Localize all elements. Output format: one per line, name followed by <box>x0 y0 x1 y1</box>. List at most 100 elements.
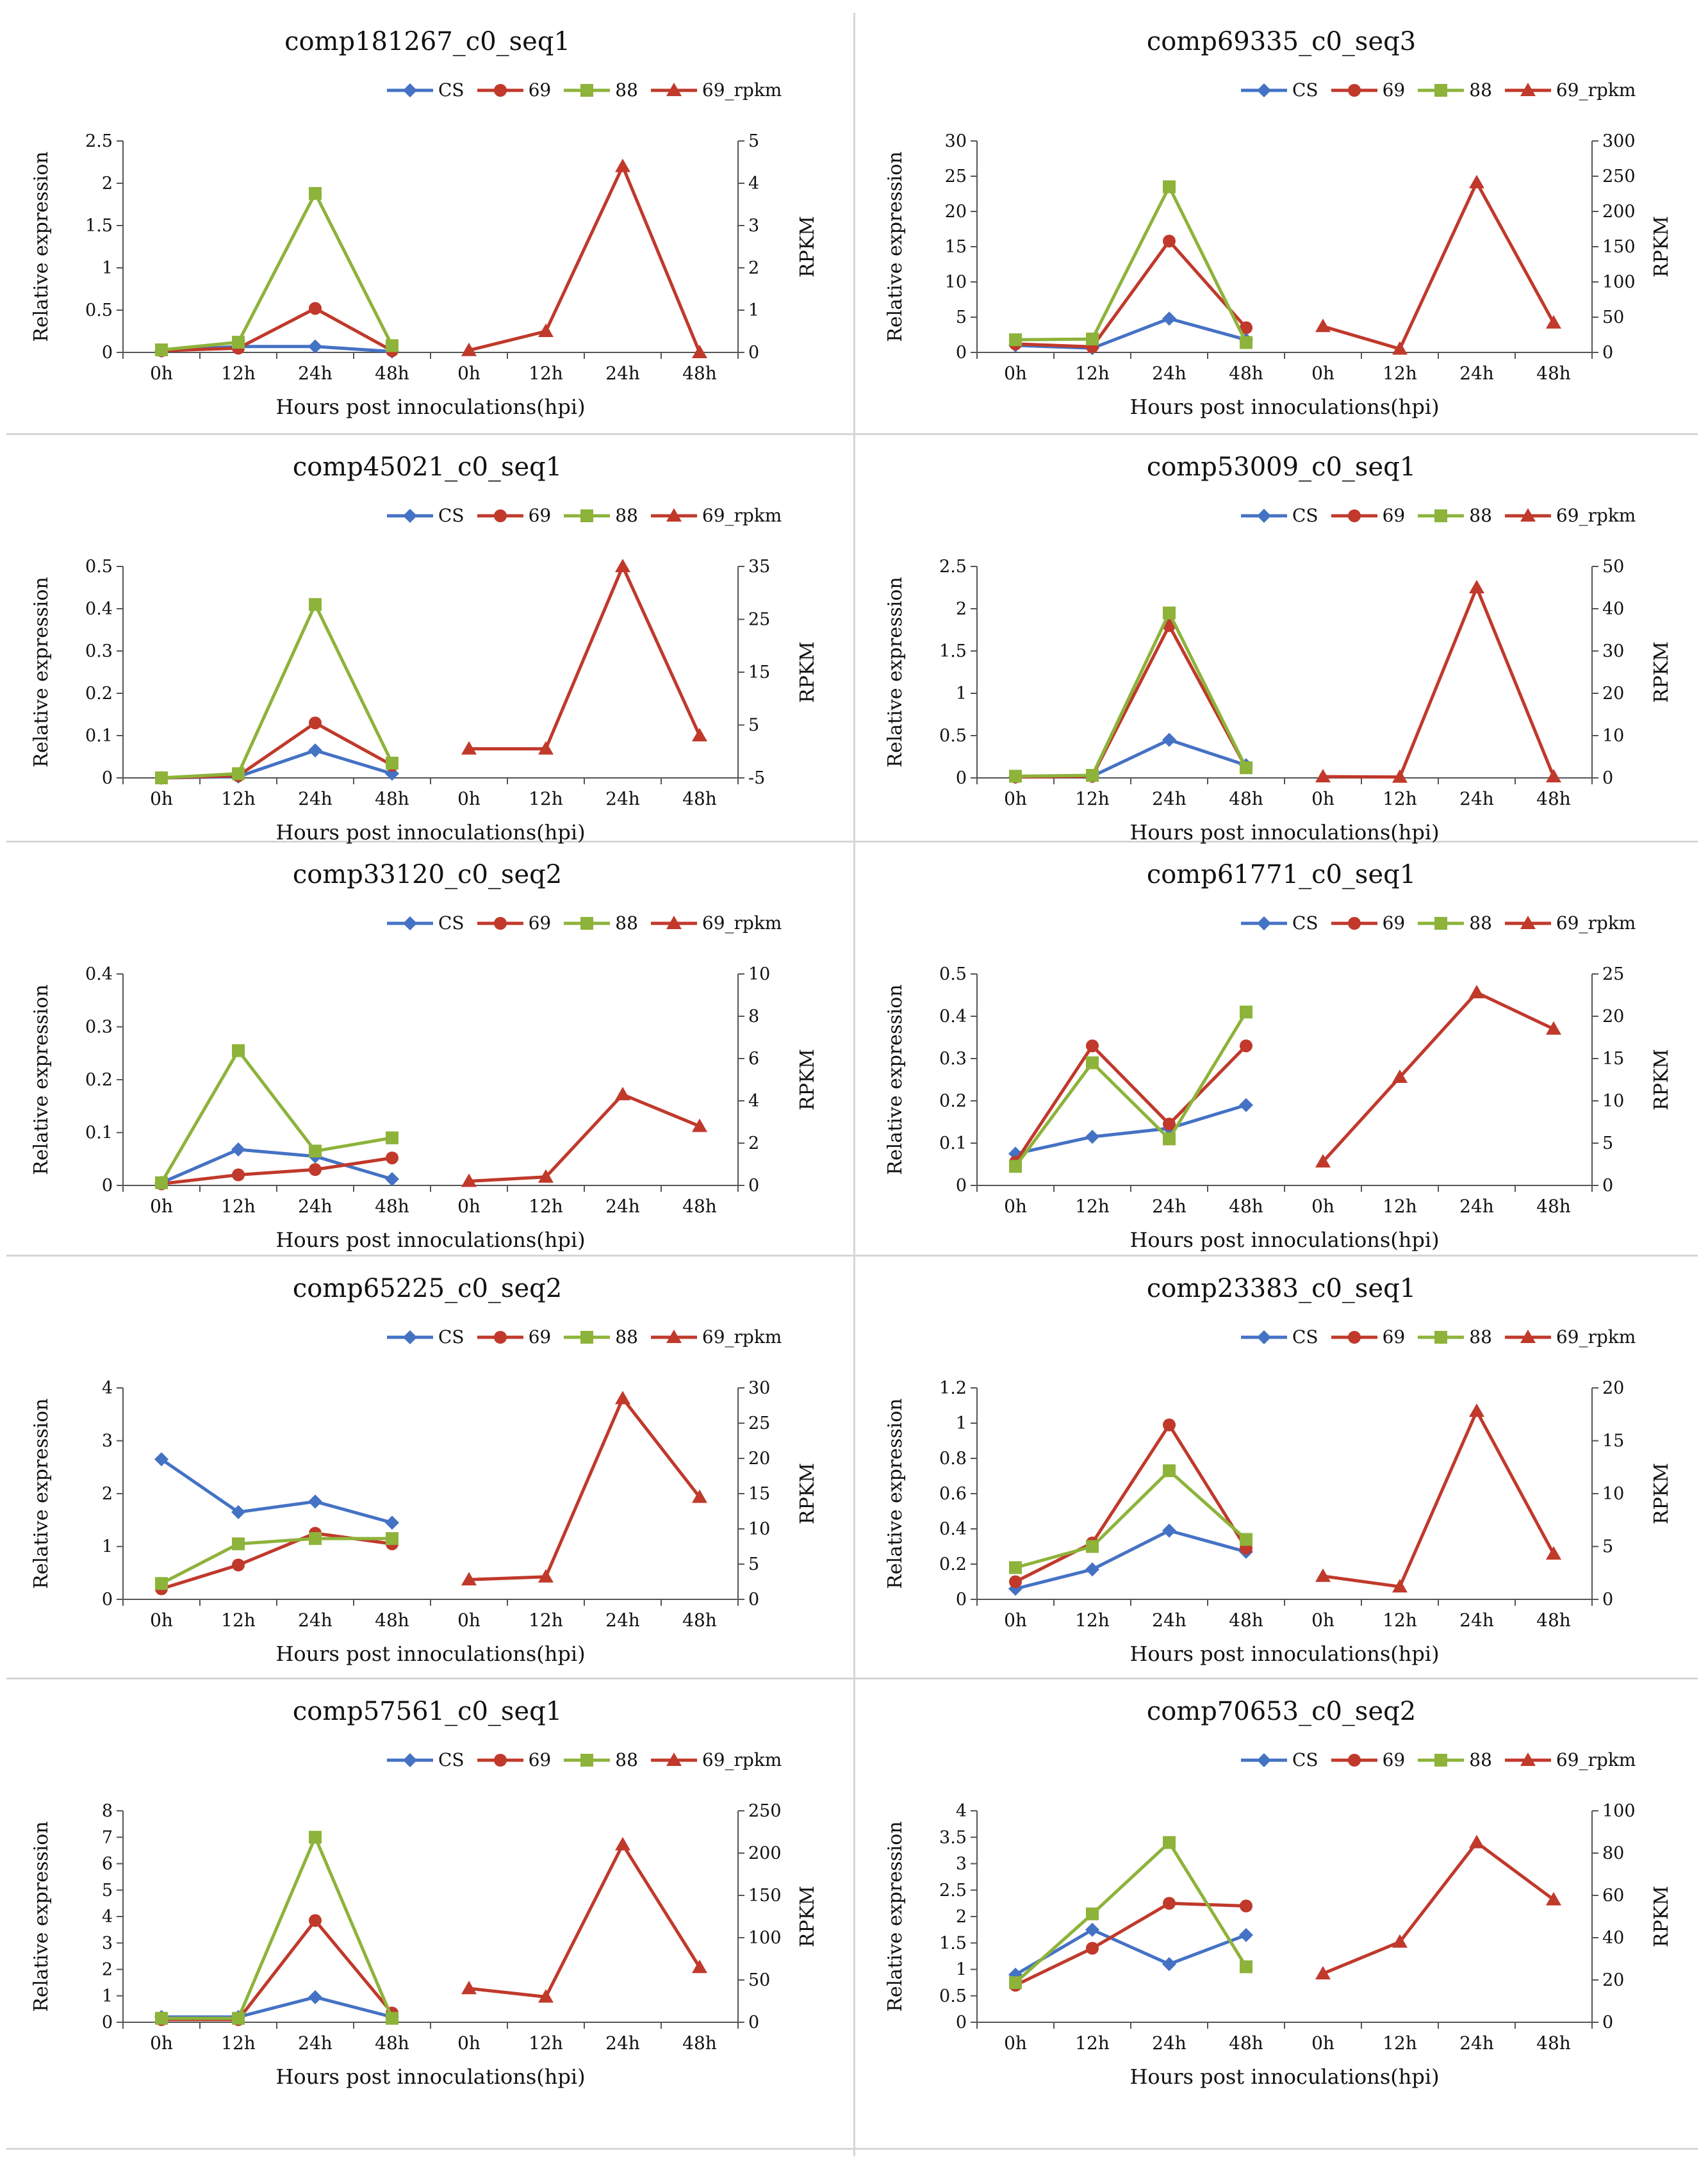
legend-marker <box>1434 509 1448 522</box>
legend-label: 69_rpkm <box>1556 1326 1636 1348</box>
left-tick-label: 0.4 <box>939 1007 967 1027</box>
legend-marker <box>1434 916 1448 930</box>
left-tick-label: 0.2 <box>85 684 113 704</box>
chart-panel: comp33120_c0_seq2 CS 69 88 69_rpkm 0 0.1 0.2 0.3… <box>8 846 847 1256</box>
data-point-rpkm <box>461 1572 477 1586</box>
legend-item: 69_rpkm <box>650 1749 782 1770</box>
data-point-88 <box>386 1131 398 1144</box>
data-point-88 <box>232 1537 245 1551</box>
x-tick-label: 0h <box>457 1196 480 1217</box>
legend-swatch <box>477 1330 523 1344</box>
y-axis-title-left: Relative expression <box>884 151 907 342</box>
right-tick-label: 10 <box>1602 1091 1624 1111</box>
x-tick-label: 48h <box>682 2033 717 2054</box>
x-tick-label: 24h <box>298 788 333 809</box>
x-axis-title: Hours post innoculations(hpi) <box>1129 1642 1439 1666</box>
data-point-88 <box>1009 1160 1022 1173</box>
y-axis-title-left: Relative expression <box>884 984 907 1175</box>
chart-plot: 0 0.1 0.2 0.3 0.4 0 2 4 6 8 10 0h 12h 24h 48h 0h 12h 24h 4… <box>30 964 819 1252</box>
data-point-CS <box>1239 1098 1253 1112</box>
legend-item: CS <box>1240 1749 1318 1770</box>
legend-item: 69_rpkm <box>1504 79 1636 101</box>
data-point-CS <box>308 1990 322 2004</box>
legend-marker <box>1257 83 1271 97</box>
legend-swatch <box>1504 507 1551 522</box>
right-tick-label: 20 <box>1602 1007 1624 1027</box>
legend-swatch <box>387 83 433 97</box>
x-tick-label: 24h <box>298 1196 333 1217</box>
data-point-69 <box>1163 235 1176 248</box>
data-point-rpkm <box>1315 1568 1331 1582</box>
legend-item: 69_rpkm <box>650 1326 782 1348</box>
chart-plot: 0 0.5 1 1.5 2 2.5 0 10 20 30 40 50 0h 12h 24h 48h 0h 12h 2… <box>884 557 1673 845</box>
left-tick-label: 1 <box>102 1986 113 2006</box>
y-axis-title-left: Relative expression <box>884 577 907 767</box>
left-tick-label: 0 <box>956 768 967 788</box>
data-point-rpkm <box>1469 1835 1484 1849</box>
data-point-88 <box>155 1577 168 1590</box>
x-tick-label: 24h <box>1459 2033 1494 2054</box>
left-tick-label: 0.5 <box>939 1986 967 2006</box>
data-point-CS <box>231 1142 245 1157</box>
x-tick-label: 48h <box>1229 2033 1263 2054</box>
data-point-69 <box>1240 1899 1252 1913</box>
left-tick-label: 2.5 <box>939 1881 967 1901</box>
x-tick-label: 24h <box>605 1610 640 1631</box>
right-tick-label: 250 <box>748 1801 782 1821</box>
right-tick-label: 5 <box>748 716 759 736</box>
series-line-CS <box>161 1148 393 1185</box>
legend-swatch <box>1504 1329 1551 1343</box>
data-point-CS <box>1162 311 1176 326</box>
left-tick-label: 5 <box>102 1881 113 1901</box>
grid-divider-bottom <box>6 2148 1698 2150</box>
legend-swatch <box>1331 1753 1377 1767</box>
y-axis-title-right: RPKM <box>796 641 819 703</box>
legend-item: 88 <box>1416 79 1492 101</box>
series-line-rpkm <box>468 1841 702 1999</box>
series-line-88 <box>1014 1840 1248 1984</box>
legend-item: 69 <box>476 912 551 934</box>
right-tick-label: 0 <box>748 1590 759 1610</box>
data-point-rpkm <box>461 741 477 755</box>
legend-item: 88 <box>1416 1326 1492 1348</box>
legend-label: 88 <box>615 1326 638 1348</box>
legend-item: 69 <box>1330 1326 1405 1348</box>
data-point-69 <box>232 1168 245 1182</box>
data-point-88 <box>1163 1464 1176 1478</box>
legend-item: 69_rpkm <box>1504 912 1636 934</box>
legend-marker <box>1434 83 1448 97</box>
legend-item: CS <box>386 1326 464 1348</box>
data-point-rpkm <box>1392 1069 1408 1084</box>
data-point-rpkm <box>1315 318 1331 333</box>
x-tick-label: 24h <box>298 1610 333 1631</box>
series-line-88 <box>161 1833 394 2020</box>
legend-label: CS <box>438 1326 464 1348</box>
x-tick-label: 48h <box>1536 2033 1571 2054</box>
data-point-rpkm <box>1469 174 1484 188</box>
x-tick-label: 48h <box>1229 788 1263 809</box>
data-point-88 <box>155 2011 168 2025</box>
right-tick-label: 0 <box>1602 2013 1613 2033</box>
legend-swatch <box>1331 83 1377 97</box>
left-tick-label: 1.5 <box>939 641 967 661</box>
series-line-rpkm <box>1322 583 1556 779</box>
data-point-88 <box>1240 1960 1252 1974</box>
legend-item: 88 <box>1416 912 1492 934</box>
x-tick-label: 12h <box>1075 788 1110 809</box>
data-point-CS <box>1085 1922 1099 1937</box>
legend-swatch <box>1418 509 1465 522</box>
left-tick-label: 0.4 <box>85 964 113 984</box>
series-line-88 <box>1015 183 1248 343</box>
left-tick-label: 20 <box>945 202 967 222</box>
chart-panel: comp69335_c0_seq3 CS 69 88 69_rpkm 0 5 10 15 20 25… <box>862 13 1701 423</box>
chart-plot: 0 0.1 0.2 0.3 0.4 0.5 -5 5 15 25 35 0h 12h 24h 48h 0h 12… <box>30 557 819 845</box>
x-tick-label: 0h <box>1004 363 1027 384</box>
series-line-CS <box>160 1458 393 1524</box>
legend-swatch <box>650 1329 697 1343</box>
y-axis-title-right: RPKM <box>796 216 819 277</box>
x-tick-label: 24h <box>1152 788 1187 809</box>
legend-swatch <box>477 509 523 522</box>
y-axis-title-right: RPKM <box>1650 216 1673 277</box>
right-tick-label: 250 <box>1602 167 1636 186</box>
data-point-rpkm <box>692 1959 707 1974</box>
